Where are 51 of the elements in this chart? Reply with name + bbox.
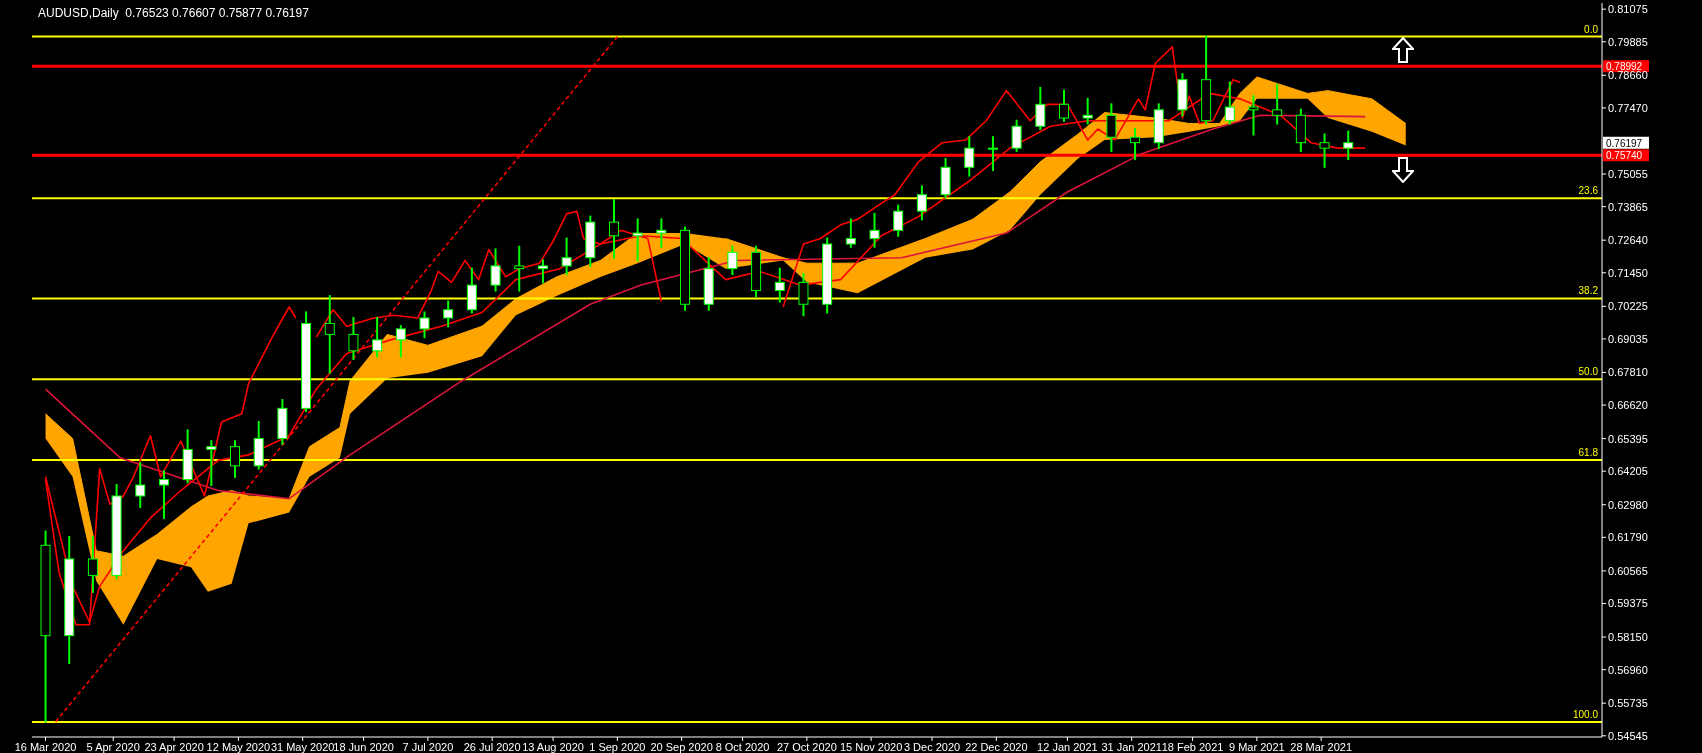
y-tick-label: 0.79885 — [1608, 35, 1648, 48]
x-tick-label: 12 May 2020 — [206, 740, 271, 753]
x-tick-label: 18 Jun 2020 — [333, 740, 394, 753]
y-tick-label: 0.64205 — [1608, 465, 1648, 478]
x-tick-label: 31 May 2020 — [270, 740, 335, 753]
y-tick-label: 0.73865 — [1608, 200, 1648, 213]
x-tick-label: 26 Jul 2020 — [463, 740, 521, 753]
y-tick-label: 0.81075 — [1608, 3, 1648, 16]
y-tick-label: 0.66620 — [1608, 398, 1648, 411]
text: 0.76197 — [1606, 137, 1643, 149]
ref-line-label: 61.8 — [1578, 447, 1599, 459]
y-tick-label: 0.60565 — [1608, 564, 1648, 577]
x-tick-label: 13 Aug 2020 — [522, 740, 584, 753]
y-tick-label: 0.62980 — [1608, 498, 1648, 511]
x-tick-label: 15 Nov 2020 — [839, 740, 903, 753]
ref-line-label: 0.0 — [1584, 23, 1599, 35]
x-tick-label: 23 Apr 2020 — [144, 740, 204, 753]
x-tick-label: 27 Oct 2020 — [776, 740, 837, 753]
y-tick-label: 0.61790 — [1608, 531, 1648, 544]
x-tick-label: 7 Jul 2020 — [402, 740, 454, 753]
y-tick-label: 0.58150 — [1608, 630, 1648, 643]
y-tick-label: 0.77470 — [1608, 101, 1648, 114]
x-tick-label: 22 Dec 2020 — [965, 740, 1028, 753]
x-tick-label: 3 Dec 2020 — [903, 740, 961, 753]
ref-line-label: 0.75740 — [1606, 150, 1643, 162]
chart-title: AUDUSD,Daily 0.76523 0.76607 0.75877 0.76197 — [38, 6, 309, 20]
y-tick-label: 0.65395 — [1608, 432, 1648, 445]
y-tick-label: 0.72640 — [1608, 234, 1648, 247]
ref-line-label: 38.2 — [1578, 285, 1599, 297]
x-tick-label: 1 Sep 2020 — [589, 740, 646, 753]
y-tick-label: 0.59375 — [1608, 597, 1648, 610]
y-tick-label: 0.75055 — [1608, 167, 1648, 180]
y-tick-label: 0.56960 — [1608, 663, 1648, 676]
x-tick-label: 12 Jan 2021 — [1037, 740, 1098, 753]
y-tick-label: 0.55735 — [1608, 697, 1648, 710]
x-tick-label: 18 Feb 2021 — [1161, 740, 1224, 753]
x-tick-label: 31 Jan 2021 — [1101, 740, 1162, 753]
x-tick-label: 9 Mar 2021 — [1229, 740, 1285, 753]
x-tick-label: 20 Sep 2020 — [650, 740, 713, 753]
y-tick-label: 0.67810 — [1608, 366, 1648, 379]
ref-line-label: 100.0 — [1572, 708, 1599, 720]
y-tick-label: 0.54545 — [1608, 729, 1648, 742]
x-tick-label: 16 Mar 2020 — [14, 740, 77, 753]
ref-line-label: 50.0 — [1578, 366, 1599, 378]
x-tick-label: 8 Oct 2020 — [715, 740, 770, 753]
x-tick-label: 5 Apr 2020 — [86, 740, 140, 753]
x-tick-label: 28 Mar 2021 — [1290, 740, 1353, 753]
y-tick-label: 0.69035 — [1608, 332, 1648, 345]
y-tick-label: 0.71450 — [1608, 266, 1648, 279]
y-tick-label: 0.70225 — [1608, 300, 1648, 313]
ref-line-label: 23.6 — [1578, 185, 1599, 197]
